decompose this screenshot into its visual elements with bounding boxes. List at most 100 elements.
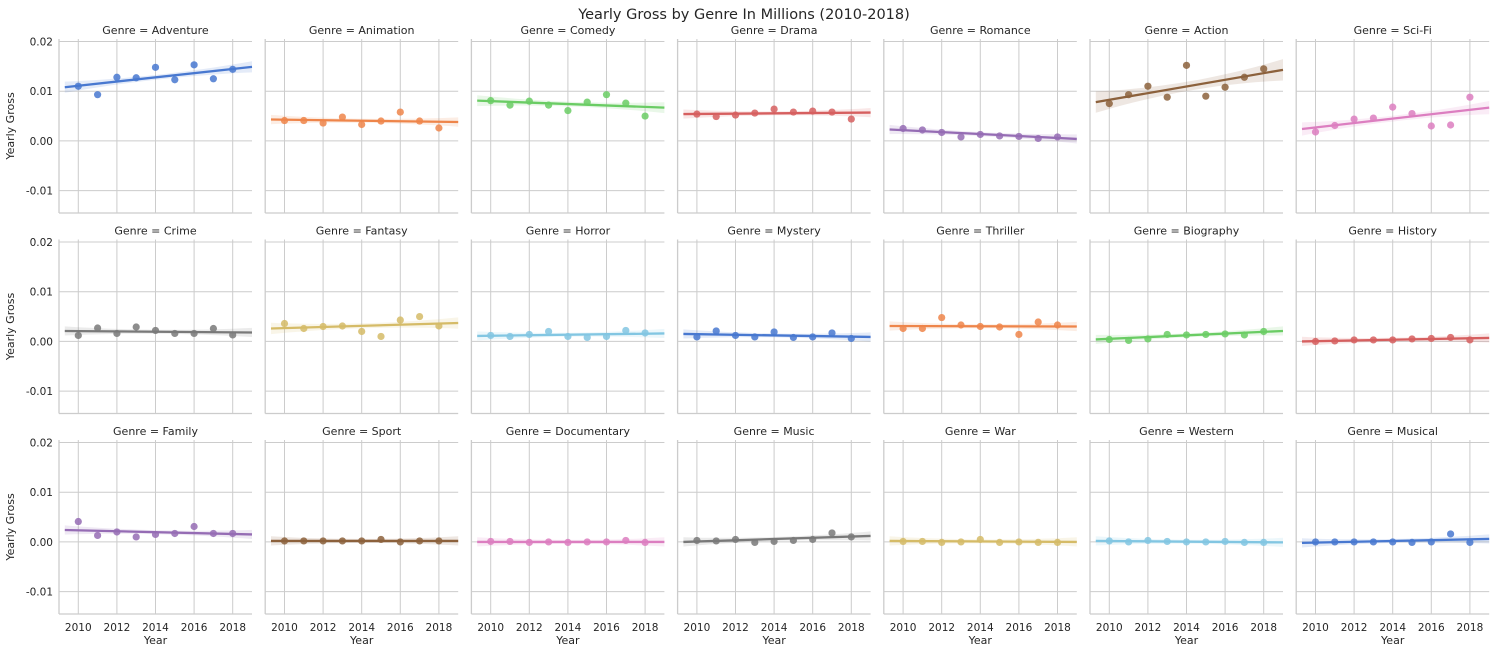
data-point: [977, 131, 984, 138]
y-tick-label: 0.02: [30, 437, 53, 449]
data-point: [377, 333, 384, 340]
data-point: [94, 532, 101, 539]
data-point: [1106, 100, 1113, 107]
data-point: [1202, 538, 1209, 545]
data-point: [1447, 334, 1454, 341]
data-point: [1389, 104, 1396, 111]
data-point: [152, 327, 159, 334]
x-tick-label: 2012: [1341, 622, 1368, 634]
data-point: [191, 523, 198, 530]
facet-panel-comedy: Genre = Comedy: [471, 24, 664, 213]
data-point: [113, 74, 120, 81]
data-point: [545, 102, 552, 109]
facet-title: Genre = Romance: [930, 24, 1031, 37]
data-point: [996, 323, 1003, 330]
data-point: [693, 333, 700, 340]
facet-title: Genre = Western: [1139, 425, 1234, 438]
data-point: [133, 323, 140, 330]
x-tick-label: 2016: [1006, 622, 1033, 634]
data-point: [693, 537, 700, 544]
y-axis-label: Yearly Gross: [4, 493, 17, 562]
facet-panel-romance: Genre = Romance: [884, 24, 1077, 213]
data-point: [771, 538, 778, 545]
facet-title: Genre = Fantasy: [316, 225, 408, 238]
data-point: [1222, 330, 1229, 337]
data-point: [751, 333, 758, 340]
data-point: [75, 518, 82, 525]
y-tick-label: 0.00: [30, 336, 53, 348]
data-point: [1183, 538, 1190, 545]
data-point: [358, 328, 365, 335]
data-point: [435, 537, 442, 544]
data-point: [1202, 331, 1209, 338]
facet-panel-fantasy: Genre = Fantasy: [265, 225, 458, 414]
data-point: [1428, 335, 1435, 342]
data-point: [377, 536, 384, 543]
data-point: [1351, 538, 1358, 545]
facet-panel-adventure: Genre = Adventure0.020.010.00-0.01Yearly…: [4, 24, 252, 213]
x-tick-label: 2012: [1135, 622, 1162, 634]
chart-title: Yearly Gross by Genre In Millions (2010-…: [577, 7, 910, 23]
data-point: [642, 112, 649, 119]
data-point: [584, 99, 591, 106]
data-point: [506, 333, 513, 340]
data-point: [1331, 122, 1338, 129]
facet-title: Genre = Family: [113, 425, 198, 438]
data-point: [1054, 321, 1061, 328]
data-point: [133, 533, 140, 540]
data-point: [622, 100, 629, 107]
data-point: [713, 113, 720, 120]
data-point: [1164, 331, 1171, 338]
data-point: [1241, 331, 1248, 338]
data-point: [1015, 331, 1022, 338]
facet-title: Genre = History: [1348, 225, 1437, 238]
data-point: [281, 117, 288, 124]
data-point: [435, 124, 442, 131]
regression-line: [1302, 108, 1489, 129]
data-point: [938, 129, 945, 136]
data-point: [339, 113, 346, 120]
data-point: [358, 537, 365, 544]
data-point: [564, 333, 571, 340]
facet-panel-sci-fi: Genre = Sci-Fi: [1296, 24, 1489, 213]
data-point: [642, 539, 649, 546]
data-point: [545, 328, 552, 335]
data-point: [603, 91, 610, 98]
data-point: [1331, 538, 1338, 545]
data-point: [1015, 133, 1022, 140]
facet-panel-animation: Genre = Animation: [265, 24, 458, 213]
data-point: [771, 105, 778, 112]
data-point: [152, 64, 159, 71]
facet-panel-horror: Genre = Horror: [471, 225, 664, 414]
data-point: [1183, 331, 1190, 338]
data-point: [900, 538, 907, 545]
x-tick-label: 2010: [890, 622, 917, 634]
x-tick-label: 2010: [684, 622, 711, 634]
data-point: [171, 530, 178, 537]
data-point: [1054, 539, 1061, 546]
data-point: [1466, 539, 1473, 546]
data-point: [790, 537, 797, 544]
data-point: [977, 323, 984, 330]
data-point: [1370, 538, 1377, 545]
regression-line: [1096, 70, 1283, 102]
x-tick-label: 2014: [1173, 622, 1200, 634]
data-point: [1312, 338, 1319, 345]
data-point: [1106, 537, 1113, 544]
data-point: [848, 335, 855, 342]
data-point: [1035, 135, 1042, 142]
x-tick-label: 2010: [477, 622, 504, 634]
x-axis-label: Year: [968, 634, 993, 647]
data-point: [1389, 336, 1396, 343]
data-point: [919, 325, 926, 332]
data-point: [229, 331, 236, 338]
x-tick-label: 2018: [426, 622, 453, 634]
y-tick-label: 0.00: [30, 136, 53, 148]
data-point: [210, 75, 217, 82]
data-point: [339, 322, 346, 329]
data-point: [1351, 336, 1358, 343]
data-point: [1144, 335, 1151, 342]
facet-title: Genre = War: [945, 425, 1016, 438]
